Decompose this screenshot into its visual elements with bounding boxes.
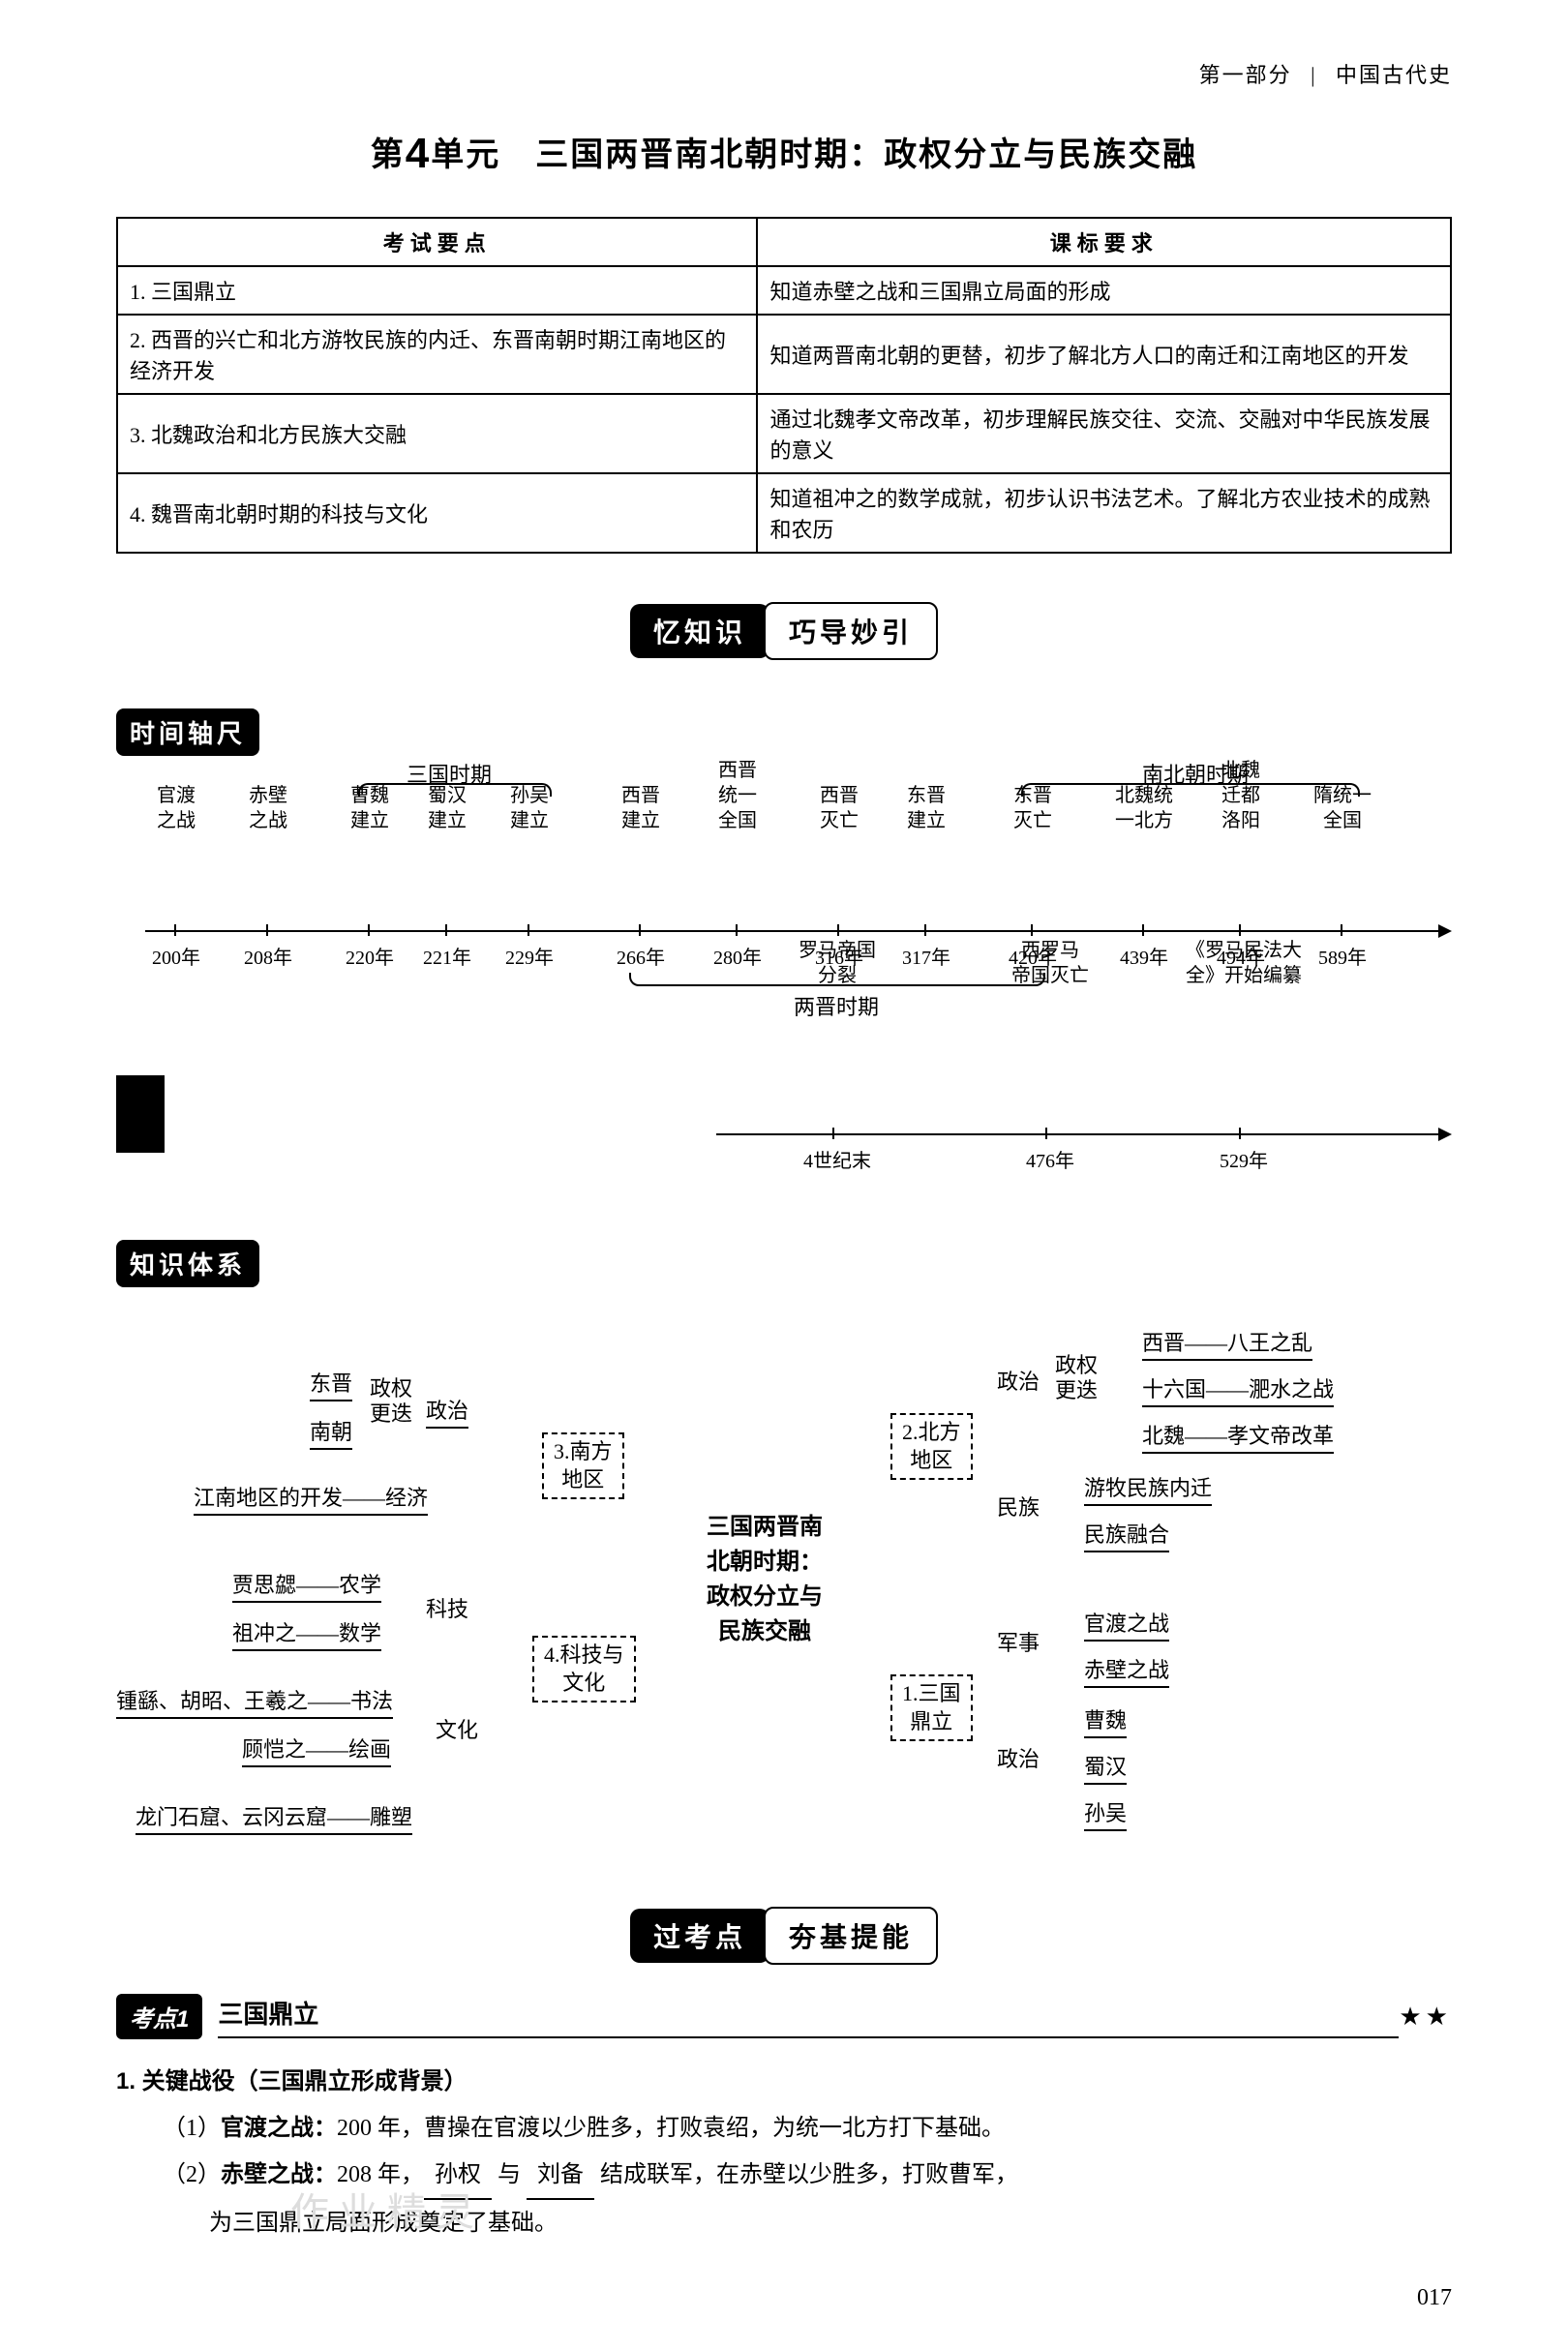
content-line-2: （2）赤壁之战：208 年，孙权 与 刘备 结成联军，在赤壁以少胜多，打败曹军， — [116, 2152, 1452, 2200]
leaf-nanchao: 南朝 — [310, 1415, 352, 1450]
exam-point-title: 三国鼎立 — [218, 1995, 1399, 2038]
timeline-event: 孙吴建立229年 — [528, 872, 529, 930]
leaf-xijin: 西晋——八王之乱 — [1142, 1326, 1312, 1361]
timeline-event: 西晋建立266年 — [639, 872, 641, 930]
leaf-shuhan: 蜀汉 — [1084, 1750, 1127, 1785]
timeline-event: 隋统一全国589年 — [1341, 872, 1342, 930]
content-line-3: 为三国鼎立局面形成奠定了基础。 — [116, 2200, 1452, 2246]
timeline-event: 曹魏建立220年 — [368, 872, 370, 930]
section-label: 中国古代史 — [1336, 63, 1452, 87]
leaf-shiku: 龙门石窟、云冈云窟——雕塑 — [136, 1800, 412, 1835]
node-south: 3.南方地区 — [542, 1432, 624, 1499]
node-tech: 4.科技与文化 — [532, 1636, 636, 1702]
timeline-heading: 时间轴尺 — [116, 708, 259, 756]
timeline-axis — [145, 930, 1442, 932]
pill-dark: 忆知识 — [630, 604, 769, 658]
node-north: 2.北方地区 — [890, 1413, 973, 1480]
timeline-event: 北魏迁都洛阳494年 — [1239, 872, 1241, 930]
brace-label-liangjin: 两晋时期 — [794, 990, 879, 1021]
label-minzu: 民族 — [997, 1491, 1040, 1521]
section-recall: 忆知识巧导妙引 — [116, 602, 1452, 660]
table-row: 1. 三国鼎立知道赤壁之战和三国鼎立局面的形成 — [117, 266, 1451, 315]
mindmap: 三国两晋南北朝时期：政权分立与民族交融 3.南方地区 4.科技与文化 2.北方地… — [116, 1326, 1452, 1868]
timeline-event: 赤壁之战208年 — [266, 872, 268, 930]
timeline-event: 西晋灭亡316年 — [837, 872, 839, 930]
label-zhengzhi-r: 政治 — [997, 1365, 1040, 1396]
section-exam: 过考点夯基提能 — [116, 1907, 1452, 1965]
pill-light2: 夯基提能 — [764, 1907, 938, 1965]
label-zhengquan-r: 政权更迭 — [1055, 1353, 1098, 1404]
leaf-caowei: 曹魏 — [1084, 1703, 1127, 1738]
breadcrumb: 第一部分 | 中国古代史 — [116, 58, 1452, 89]
timeline-event: 东晋灭亡420年 — [1031, 872, 1033, 930]
part-label: 第一部分 — [1199, 63, 1292, 87]
leaf-sunwu: 孙吴 — [1084, 1796, 1127, 1831]
timeline-event: 东晋建立317年 — [924, 872, 926, 930]
timeline-event: 蜀汉建立221年 — [445, 872, 447, 930]
leaf-shufa: 锺繇、胡昭、王羲之——书法 — [116, 1684, 393, 1719]
content-line-1: （1）官渡之战：200 年，曹操在官渡以少胜多，打败袁绍，为统一北方打下基础。 — [116, 2105, 1452, 2152]
leaf-dongjin: 东晋 — [310, 1367, 352, 1401]
timeline-world: 罗马帝国分裂4世纪末西罗马帝国灭亡476年《罗马民法大全》开始编纂529年 — [116, 1056, 1452, 1191]
divider: | — [1311, 63, 1316, 88]
timeline-event: 北魏统一北方439年 — [1142, 872, 1144, 930]
label-zhengzhi3: 政治 — [997, 1742, 1040, 1773]
mm-center: 三国两晋南北朝时期：政权分立与民族交融 — [668, 1510, 861, 1649]
blank-sunquan: 孙权 — [424, 2152, 492, 2200]
leaf-jiasixie: 贾思勰——农学 — [232, 1568, 381, 1603]
timeline-container: 三国时期 南北朝时期 两晋时期 官渡之战200年赤壁之战208年曹魏建立220年… — [116, 872, 1452, 1191]
knowledge-heading: 知识体系 — [116, 1240, 259, 1287]
leaf-zuchongzhi: 祖冲之——数学 — [232, 1616, 381, 1651]
leaf-jiangnan: 江南地区的开发——经济 — [194, 1481, 428, 1516]
col-exam: 考试要点 — [117, 218, 757, 266]
timeline-event: 官渡之战200年 — [174, 872, 176, 930]
node-three: 1.三国鼎立 — [890, 1674, 973, 1741]
leaf-gukaizhi: 顾恺之——绘画 — [242, 1732, 391, 1767]
timeline-event: 西晋统一全国280年 — [736, 872, 738, 930]
label-junshi: 军事 — [997, 1626, 1040, 1657]
content-heading: 1. 关键战役（三国鼎立形成背景） — [116, 2059, 1452, 2105]
black-marker — [116, 1075, 165, 1153]
leaf-ronghe: 民族融合 — [1084, 1518, 1169, 1552]
page-number: 017 — [116, 2285, 1452, 2311]
exam-point-tag: 考点1 — [116, 1994, 202, 2039]
timeline2-axis — [716, 1133, 1442, 1135]
stars-icon: ★★ — [1399, 2003, 1452, 2032]
leaf-shiliuguo: 十六国——淝水之战 — [1142, 1372, 1334, 1407]
label-keji: 科技 — [426, 1592, 468, 1623]
label-zhengquan: 政权更迭 — [370, 1376, 412, 1428]
leaf-beiwei: 北魏——孝文帝改革 — [1142, 1419, 1334, 1454]
leaf-guandu: 官渡之战 — [1084, 1607, 1169, 1642]
exam-point-row: 考点1 三国鼎立 ★★ — [116, 1994, 1452, 2039]
leaf-youmu: 游牧民族内迁 — [1084, 1471, 1212, 1506]
leaf-zhengzhi-l: 政治 — [426, 1394, 468, 1429]
col-standard: 课标要求 — [757, 218, 1451, 266]
unit-title: 第4单元 三国两晋南北朝时期：政权分立与民族交融 — [116, 128, 1452, 178]
requirements-table: 考试要点 课标要求 1. 三国鼎立知道赤壁之战和三国鼎立局面的形成 2. 西晋的… — [116, 217, 1452, 554]
table-row: 3. 北魏政治和北方民族大交融通过北魏孝文帝改革，初步理解民族交往、交流、交融对… — [117, 394, 1451, 473]
leaf-chibi: 赤壁之战 — [1084, 1653, 1169, 1688]
pill-dark2: 过考点 — [630, 1909, 769, 1963]
pill-light: 巧导妙引 — [764, 602, 938, 660]
table-row: 2. 西晋的兴亡和北方游牧民族的内迁、东晋南朝时期江南地区的经济开发知道两晋南北… — [117, 315, 1451, 394]
table-row: 4. 魏晋南北朝时期的科技与文化知道祖冲之的数学成就，初步认识书法艺术。了解北方… — [117, 473, 1451, 553]
content-body: 1. 关键战役（三国鼎立形成背景） （1）官渡之战：200 年，曹操在官渡以少胜… — [116, 2059, 1452, 2246]
blank-liubei: 刘备 — [527, 2152, 594, 2200]
label-wenhua: 文化 — [436, 1713, 478, 1744]
